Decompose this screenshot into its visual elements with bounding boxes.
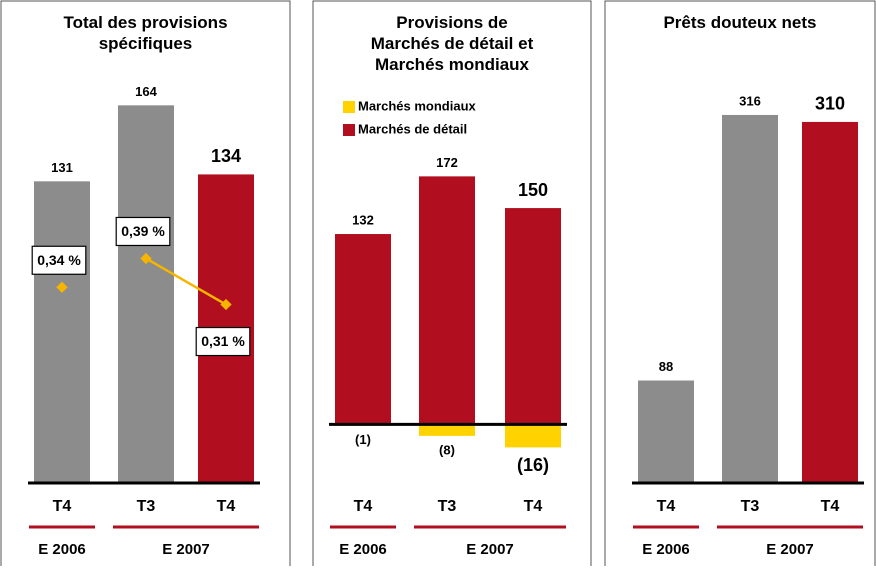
chart-title: Provisions de Marchés de détail et March… <box>370 13 534 74</box>
x-tick-label: T4 <box>217 498 236 515</box>
segment-value-label: (8) <box>439 442 455 457</box>
bar-segment <box>419 176 475 425</box>
segment-value-label: 132 <box>352 212 374 227</box>
bar-value-label: 131 <box>51 160 73 175</box>
x-tick-label: T4 <box>53 498 72 515</box>
bar-value-label: 316 <box>739 93 761 108</box>
bar-value-label: 164 <box>135 84 157 99</box>
line-label-box <box>31 245 87 275</box>
group-label: E 2007 <box>162 541 210 558</box>
legend-swatch <box>343 124 355 136</box>
bar-segment <box>419 424 475 436</box>
legend-label: Marchés de détail <box>358 121 467 136</box>
bar <box>802 121 858 484</box>
panel-frame <box>0 0 291 571</box>
title-box: Total des provisions spécifiques <box>63 13 228 53</box>
bar-segment <box>505 424 561 448</box>
bar <box>34 181 90 483</box>
line-marker <box>140 252 152 265</box>
chart-title: Prêts douteux nets <box>663 13 817 32</box>
x-tick-label: T3 <box>438 498 457 515</box>
panel-frame <box>312 0 592 571</box>
line-value-label: 0,31 % <box>201 333 245 349</box>
segment-value-label: 150 <box>518 180 548 200</box>
group-label: E 2007 <box>766 541 814 558</box>
line-label-box <box>195 326 251 357</box>
chart-title: Total des provisions spécifiques <box>63 13 228 53</box>
title-box: Prêts douteux nets <box>663 13 817 32</box>
group-label: E 2006 <box>38 541 86 558</box>
segment-value-label: (1) <box>355 432 371 447</box>
line-segment <box>145 257 227 306</box>
line-value-label: 0,34 % <box>37 252 81 268</box>
group-label: E 2006 <box>339 541 387 558</box>
bar-value-label: 134 <box>211 146 241 166</box>
line-value-label: 0,39 % <box>121 223 165 239</box>
bar <box>118 105 174 484</box>
group-label: E 2006 <box>642 541 690 558</box>
segment-value-label: (16) <box>517 455 549 475</box>
bar-segment <box>335 234 391 425</box>
x-tick-label: T4 <box>657 498 676 515</box>
x-tick-label: T4 <box>821 498 840 515</box>
line-label-box <box>115 216 171 247</box>
line-marker <box>220 298 232 311</box>
x-tick-label: T4 <box>524 498 543 515</box>
legend-swatch <box>343 101 355 113</box>
bar-value-label: 88 <box>659 359 673 374</box>
x-tick-label: T3 <box>137 498 156 515</box>
legend-label: Marchés mondiaux <box>358 98 477 113</box>
bar-segment <box>505 208 561 425</box>
group-label: E 2007 <box>466 541 514 558</box>
bar <box>722 114 778 483</box>
bar-value-label: 310 <box>815 94 845 114</box>
x-tick-label: T3 <box>741 498 760 515</box>
title-box: Provisions de Marchés de détail et March… <box>370 13 534 74</box>
bar <box>638 380 694 483</box>
segment-value-label: 172 <box>436 155 458 170</box>
panel-frame <box>604 0 876 571</box>
x-tick-label: T4 <box>354 498 373 515</box>
